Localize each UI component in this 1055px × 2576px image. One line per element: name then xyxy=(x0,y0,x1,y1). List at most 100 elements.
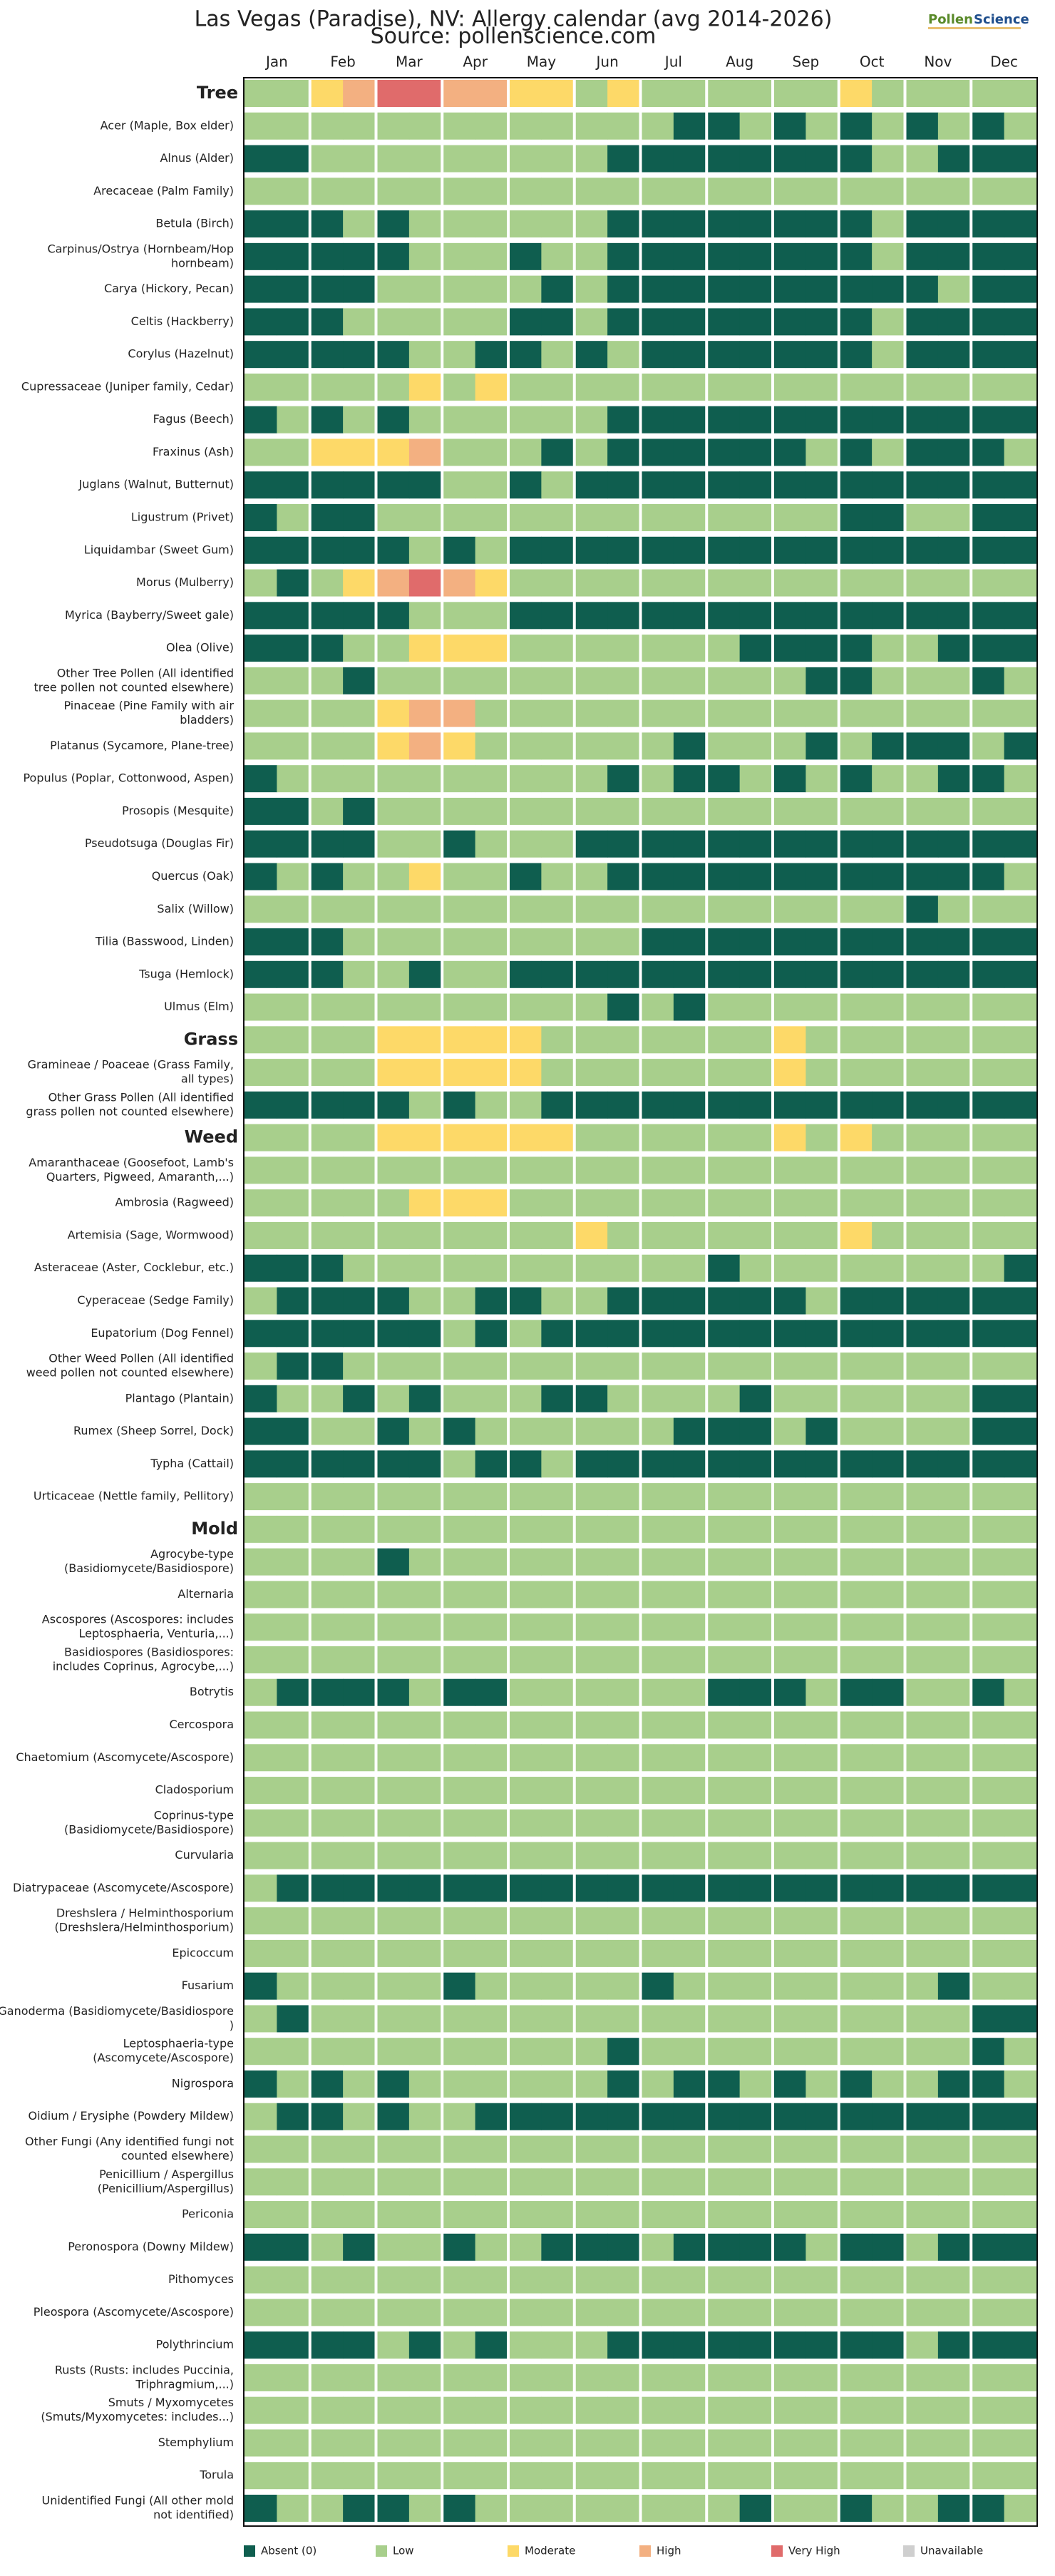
heat-cell xyxy=(640,896,674,923)
heat-cell xyxy=(244,1189,277,1217)
heat-cell xyxy=(244,1320,277,1348)
heat-cell xyxy=(574,471,608,499)
heat-cell xyxy=(673,1026,707,1054)
heat-cell xyxy=(706,1744,741,1772)
heat-cell xyxy=(607,1711,641,1739)
heat-cell xyxy=(872,1221,905,1249)
heat-cell xyxy=(1004,765,1038,793)
heat-cell xyxy=(574,2396,608,2424)
heat-cell xyxy=(673,797,707,825)
heat-cell xyxy=(309,863,344,891)
heat-cell xyxy=(475,896,509,923)
heat-cell xyxy=(541,1777,575,1805)
heat-cell xyxy=(1004,2201,1038,2229)
heat-cell xyxy=(309,2266,344,2294)
heat-cell xyxy=(277,1972,311,2000)
heat-cell xyxy=(872,2396,905,2424)
heat-cell xyxy=(277,1287,311,1315)
heat-cell xyxy=(244,1613,277,1641)
heat-cell xyxy=(376,667,410,694)
heat-cell xyxy=(937,308,972,336)
heat-cell xyxy=(971,1385,1005,1412)
heat-cell xyxy=(408,504,443,532)
heat-cell xyxy=(806,2396,840,2424)
heat-cell xyxy=(475,2135,509,2163)
heat-cell xyxy=(773,210,806,238)
heat-cell xyxy=(442,1221,476,1249)
heat-cell xyxy=(971,1156,1005,1184)
row-label: Platanus (Sycamore, Plane-tree) xyxy=(50,739,234,752)
heat-cell xyxy=(872,1417,905,1445)
row-label: Ganoderma (Basidiomycete/Basidiospore xyxy=(0,2004,234,2018)
heat-cell xyxy=(442,993,476,1021)
heat-cell xyxy=(706,960,741,988)
heat-cell xyxy=(838,2005,873,2033)
heat-cell xyxy=(475,2364,509,2391)
legend-swatch xyxy=(639,2545,651,2557)
heat-cell xyxy=(838,504,873,532)
heat-cell xyxy=(806,1744,840,1772)
heat-cell xyxy=(277,667,311,694)
heat-cell xyxy=(673,2070,707,2098)
row-label: Unidentified Fungi (All other mold xyxy=(42,2493,234,2507)
heat-cell xyxy=(773,2331,806,2359)
legend-label: Absent (0) xyxy=(261,2545,316,2557)
heat-cell xyxy=(905,2299,939,2326)
heat-cell xyxy=(640,2331,674,2359)
heat-cell xyxy=(244,830,277,858)
heat-cell xyxy=(574,1777,608,1805)
heat-cell xyxy=(773,1059,806,1087)
heat-cell xyxy=(541,2494,575,2522)
heat-cell xyxy=(806,406,840,433)
heat-cell xyxy=(442,1809,476,1837)
heat-cell xyxy=(971,797,1005,825)
heat-cell xyxy=(244,1678,277,1706)
heat-cell xyxy=(541,210,575,238)
heat-cell xyxy=(1004,1842,1038,1869)
heat-cell xyxy=(706,2070,741,2098)
heat-cell xyxy=(806,2462,840,2490)
heat-cell xyxy=(806,1613,840,1641)
heat-cell xyxy=(475,210,509,238)
legend-swatch xyxy=(771,2545,783,2557)
heat-cell xyxy=(706,1417,741,1445)
heat-cell xyxy=(971,341,1005,369)
heat-cell xyxy=(1004,341,1038,369)
heat-cell xyxy=(607,830,641,858)
heat-cell xyxy=(442,2103,476,2130)
heat-cell xyxy=(475,275,509,303)
month-label: Mar xyxy=(396,53,423,71)
heat-cell xyxy=(872,1091,905,1119)
heat-cell xyxy=(541,993,575,1021)
heat-cell xyxy=(937,1842,972,1869)
heat-cell xyxy=(376,2201,410,2229)
heat-cell xyxy=(508,993,542,1021)
heat-cell xyxy=(574,1417,608,1445)
heat-cell xyxy=(905,1156,939,1184)
heat-cell xyxy=(277,178,311,205)
heat-cell xyxy=(508,178,542,205)
heat-cell xyxy=(1004,1483,1038,1511)
heat-cell xyxy=(1004,1254,1038,1282)
heat-cell xyxy=(806,1515,840,1543)
heat-cell xyxy=(541,536,575,564)
row-label: Epicoccum xyxy=(172,1946,234,1959)
heat-cell xyxy=(971,2462,1005,2490)
heat-cell xyxy=(442,2233,476,2261)
heat-cell xyxy=(376,1548,410,1576)
heat-cell xyxy=(475,1287,509,1315)
heat-cell xyxy=(244,863,277,891)
heat-cell xyxy=(838,830,873,858)
heat-cell xyxy=(937,1124,972,1151)
heat-cell xyxy=(872,2299,905,2326)
heat-cell xyxy=(309,1939,344,1967)
heat-cell xyxy=(640,2266,674,2294)
heat-cell xyxy=(541,569,575,597)
heat-cell xyxy=(408,1907,443,1935)
heat-cell xyxy=(442,667,476,694)
heat-cell xyxy=(309,2070,344,2098)
heat-cell xyxy=(475,1972,509,2000)
heat-cell xyxy=(508,569,542,597)
heat-cell xyxy=(739,993,773,1021)
heat-cell xyxy=(838,1972,873,2000)
